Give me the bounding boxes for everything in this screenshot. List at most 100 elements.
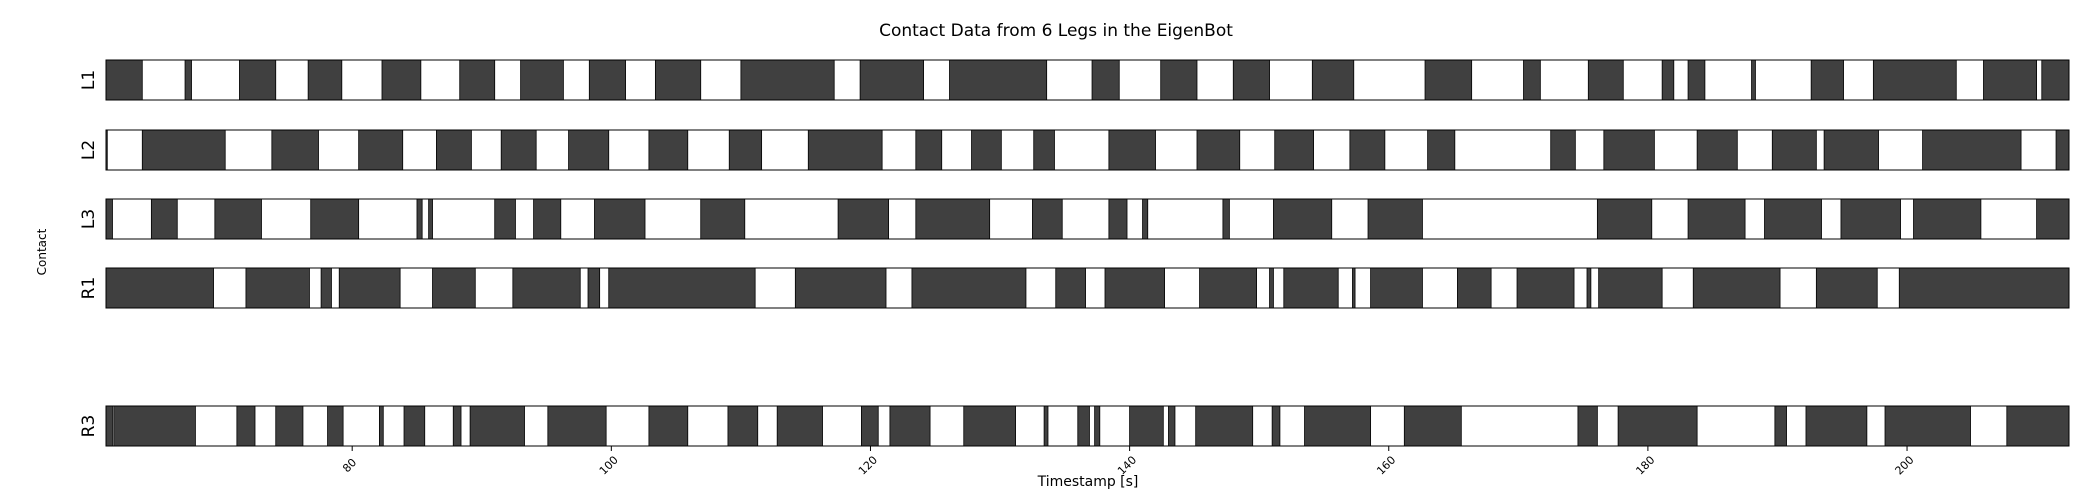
contact-segment bbox=[307, 59, 343, 101]
contact-segment bbox=[568, 129, 610, 171]
row-l3: L3 bbox=[79, 198, 2070, 240]
contact-segment bbox=[1033, 129, 1055, 171]
row-r1: R1 bbox=[79, 267, 2070, 309]
contact-segment bbox=[608, 267, 756, 309]
contact-segment bbox=[2055, 129, 2070, 171]
contact-segment bbox=[1805, 405, 1868, 447]
row-label: L2 bbox=[79, 140, 99, 160]
contact-segment bbox=[648, 405, 689, 447]
contact-segment bbox=[1815, 267, 1878, 309]
contact-segment bbox=[1598, 267, 1663, 309]
contact-segment bbox=[327, 405, 344, 447]
contact-segment bbox=[587, 267, 601, 309]
contact-segment bbox=[1764, 198, 1822, 240]
contact-segment bbox=[1370, 267, 1423, 309]
contact-segment bbox=[1108, 198, 1128, 240]
contact-segment bbox=[436, 129, 472, 171]
contact-segment bbox=[588, 59, 626, 101]
contact-segment bbox=[2036, 198, 2070, 240]
contact-segment bbox=[1587, 59, 1624, 101]
contact-segment bbox=[1692, 267, 1781, 309]
contact-segment bbox=[1922, 129, 2022, 171]
row-label: L1 bbox=[79, 70, 99, 90]
contact-segment bbox=[1199, 267, 1257, 309]
contact-segment bbox=[1840, 198, 1901, 240]
contact-segment bbox=[416, 198, 423, 240]
contact-segment bbox=[1884, 405, 1971, 447]
contact-segment bbox=[105, 198, 113, 240]
contact-segment bbox=[1596, 198, 1653, 240]
contact-segment bbox=[338, 267, 401, 309]
contact-segment bbox=[727, 405, 759, 447]
contact-segment bbox=[1271, 405, 1281, 447]
contact-segment bbox=[1222, 198, 1230, 240]
contact-segment bbox=[1661, 59, 1675, 101]
contact-segment bbox=[1457, 267, 1492, 309]
row-label: L3 bbox=[79, 209, 99, 229]
contact-segment bbox=[1771, 129, 1817, 171]
contact-segment bbox=[533, 198, 562, 240]
contact-segment bbox=[1687, 59, 1706, 101]
contact-segment bbox=[911, 267, 1027, 309]
contact-segment bbox=[1810, 59, 1844, 101]
contact-segment bbox=[1043, 405, 1049, 447]
contact-segment bbox=[1304, 405, 1372, 447]
contact-segment bbox=[1269, 267, 1274, 309]
contact-segment bbox=[1516, 267, 1575, 309]
chart-title: Contact Data from 6 Legs in the EigenBot bbox=[879, 21, 1233, 41]
row-frame bbox=[105, 267, 2070, 309]
contact-segment bbox=[1913, 198, 1982, 240]
row-l1: L1 bbox=[79, 59, 2070, 101]
contact-segment bbox=[1427, 129, 1456, 171]
row-frame bbox=[105, 59, 2070, 101]
contact-segment bbox=[1751, 59, 1756, 101]
contact-segment bbox=[949, 59, 1048, 101]
contact-segment bbox=[794, 267, 887, 309]
contact-segment bbox=[1349, 129, 1386, 171]
contact-segment bbox=[1091, 59, 1120, 101]
row-frame bbox=[105, 129, 2070, 171]
contact-segment bbox=[320, 267, 332, 309]
contact-segment bbox=[740, 59, 835, 101]
contact-segment bbox=[1352, 267, 1356, 309]
contact-segment bbox=[1586, 267, 1592, 309]
contact-segment bbox=[1108, 129, 1156, 171]
contact-segment bbox=[1872, 59, 1957, 101]
contact-segment bbox=[275, 405, 304, 447]
row-label: R3 bbox=[79, 415, 99, 438]
contact-segment bbox=[547, 405, 607, 447]
contact-segment bbox=[971, 129, 1002, 171]
contact-segment bbox=[1032, 198, 1063, 240]
contact-segment bbox=[1687, 198, 1746, 240]
contact-segment bbox=[700, 198, 746, 240]
contact-segment bbox=[520, 59, 564, 101]
contact-segment bbox=[1774, 405, 1787, 447]
contact-segment bbox=[1283, 267, 1339, 309]
contact-segment bbox=[358, 129, 404, 171]
contact-segment bbox=[837, 198, 890, 240]
contact-segment bbox=[1055, 267, 1086, 309]
x-tick-label: 100 bbox=[597, 454, 621, 478]
contact-segment bbox=[889, 405, 931, 447]
x-axis-label: Timestamp [s] bbox=[1037, 474, 1139, 490]
contact-segment bbox=[452, 405, 462, 447]
contact-segment bbox=[381, 59, 422, 101]
contact-segment bbox=[1077, 405, 1090, 447]
contact-segment bbox=[1311, 59, 1355, 101]
contact-segment bbox=[428, 198, 433, 240]
row-background bbox=[106, 60, 2069, 100]
contact-segment bbox=[469, 405, 525, 447]
contact-segment bbox=[728, 129, 763, 171]
contact-segment bbox=[1160, 59, 1198, 101]
contact-segment bbox=[1823, 129, 1879, 171]
row-label: R1 bbox=[79, 277, 99, 300]
contact-segment bbox=[245, 267, 310, 309]
contact-segment bbox=[648, 129, 689, 171]
contact-segment bbox=[236, 405, 256, 447]
contact-rows: L1 L2 L3 R1 R3 bbox=[79, 59, 2070, 447]
contact-segment bbox=[2006, 405, 2070, 447]
row-background bbox=[106, 130, 2069, 170]
contact-segment bbox=[1094, 405, 1101, 447]
contact-segment bbox=[1168, 405, 1176, 447]
